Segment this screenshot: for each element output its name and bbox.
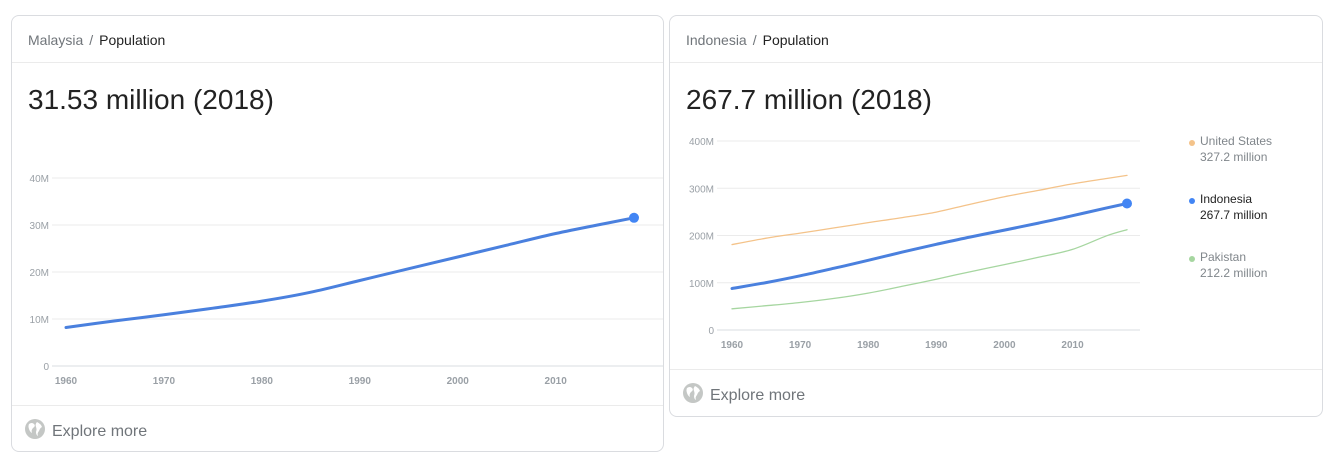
- legend-dot: [1189, 140, 1195, 146]
- x-tick-label: 1960: [721, 340, 744, 351]
- explore-more-link[interactable]: Explore more: [682, 382, 805, 409]
- series-line-pakistan: [731, 229, 1128, 310]
- breadcrumb-separator: /: [89, 32, 94, 48]
- series-line-malaysia: [64, 216, 636, 329]
- x-tick-label: 1980: [857, 340, 880, 351]
- y-tick-label: 0: [708, 326, 714, 337]
- divider: [12, 405, 663, 406]
- explore-more-label: Explore more: [710, 386, 806, 404]
- breadcrumb-country-link[interactable]: Indonesia: [686, 32, 747, 48]
- y-tick-label: 30M: [30, 221, 49, 232]
- explore-more-label: Explore more: [52, 422, 148, 440]
- legend-series-value: 327.2 million: [1200, 150, 1268, 164]
- y-tick-label: 20M: [30, 268, 49, 279]
- latest-point-marker: [1122, 198, 1132, 209]
- x-tick-label: 2010: [545, 376, 568, 387]
- x-tick-label: 1960: [55, 376, 78, 387]
- legend-dot: [1189, 256, 1195, 262]
- legend-series-name: United States: [1200, 134, 1273, 148]
- indonesia-population-comparison-chart[interactable]: 0 100M 200M 300M 400M 1960 1970 1980 1990 2000 201…: [670, 16, 1322, 416]
- x-tick-label: 2000: [447, 376, 470, 387]
- x-tick-label: 2000: [993, 340, 1016, 351]
- x-tick-label: 1990: [925, 340, 948, 351]
- globe-icon: [24, 418, 46, 445]
- legend-series-value: 267.7 million: [1200, 208, 1268, 222]
- series-line-united-states: [731, 174, 1128, 246]
- breadcrumb-country-link[interactable]: Malaysia: [28, 32, 84, 48]
- breadcrumb: Malaysia / Population: [28, 32, 165, 48]
- breadcrumb-metric: Population: [762, 32, 829, 48]
- malaysia-population-card: Malaysia / Population 31.53 million (2018)…: [11, 15, 664, 452]
- series-line-indonesia: [730, 202, 1129, 290]
- y-tick-label: 200M: [689, 232, 714, 243]
- y-tick-label: 300M: [689, 184, 714, 195]
- x-tick-label: 1990: [349, 376, 372, 387]
- population-headline: 31.53 million (2018): [28, 84, 274, 115]
- y-tick-label: 10M: [30, 315, 49, 326]
- globe-icon: [682, 382, 704, 409]
- x-tick-label: 1970: [153, 376, 176, 387]
- x-tick-label: 1970: [789, 340, 812, 351]
- indonesia-population-card: Indonesia / Population 267.7 million (2018…: [669, 15, 1323, 417]
- y-tick-label: 400M: [689, 137, 714, 148]
- y-tick-label: 100M: [689, 279, 714, 290]
- divider: [670, 369, 1322, 370]
- legend-dot: [1189, 198, 1195, 204]
- explore-more-link[interactable]: Explore more: [24, 418, 147, 445]
- divider: [670, 62, 1322, 63]
- latest-point-marker: [629, 212, 639, 223]
- y-tick-label: 40M: [30, 174, 49, 185]
- y-tick-label: 0: [43, 362, 49, 373]
- breadcrumb-metric: Population: [99, 32, 166, 48]
- breadcrumb: Indonesia / Population: [686, 32, 829, 48]
- legend-series-name: Pakistan: [1200, 250, 1247, 264]
- malaysia-population-chart[interactable]: 0 10M 20M 30M 40M 1960 1970 1980 1990 2000 2010: [12, 16, 663, 451]
- legend-series-name: Indonesia: [1200, 192, 1253, 206]
- breadcrumb-separator: /: [752, 32, 757, 48]
- legend-series-value: 212.2 million: [1200, 266, 1268, 280]
- divider: [12, 62, 663, 63]
- x-tick-label: 1980: [251, 376, 274, 387]
- population-headline: 267.7 million (2018): [686, 84, 932, 115]
- x-tick-label: 2010: [1061, 340, 1084, 351]
